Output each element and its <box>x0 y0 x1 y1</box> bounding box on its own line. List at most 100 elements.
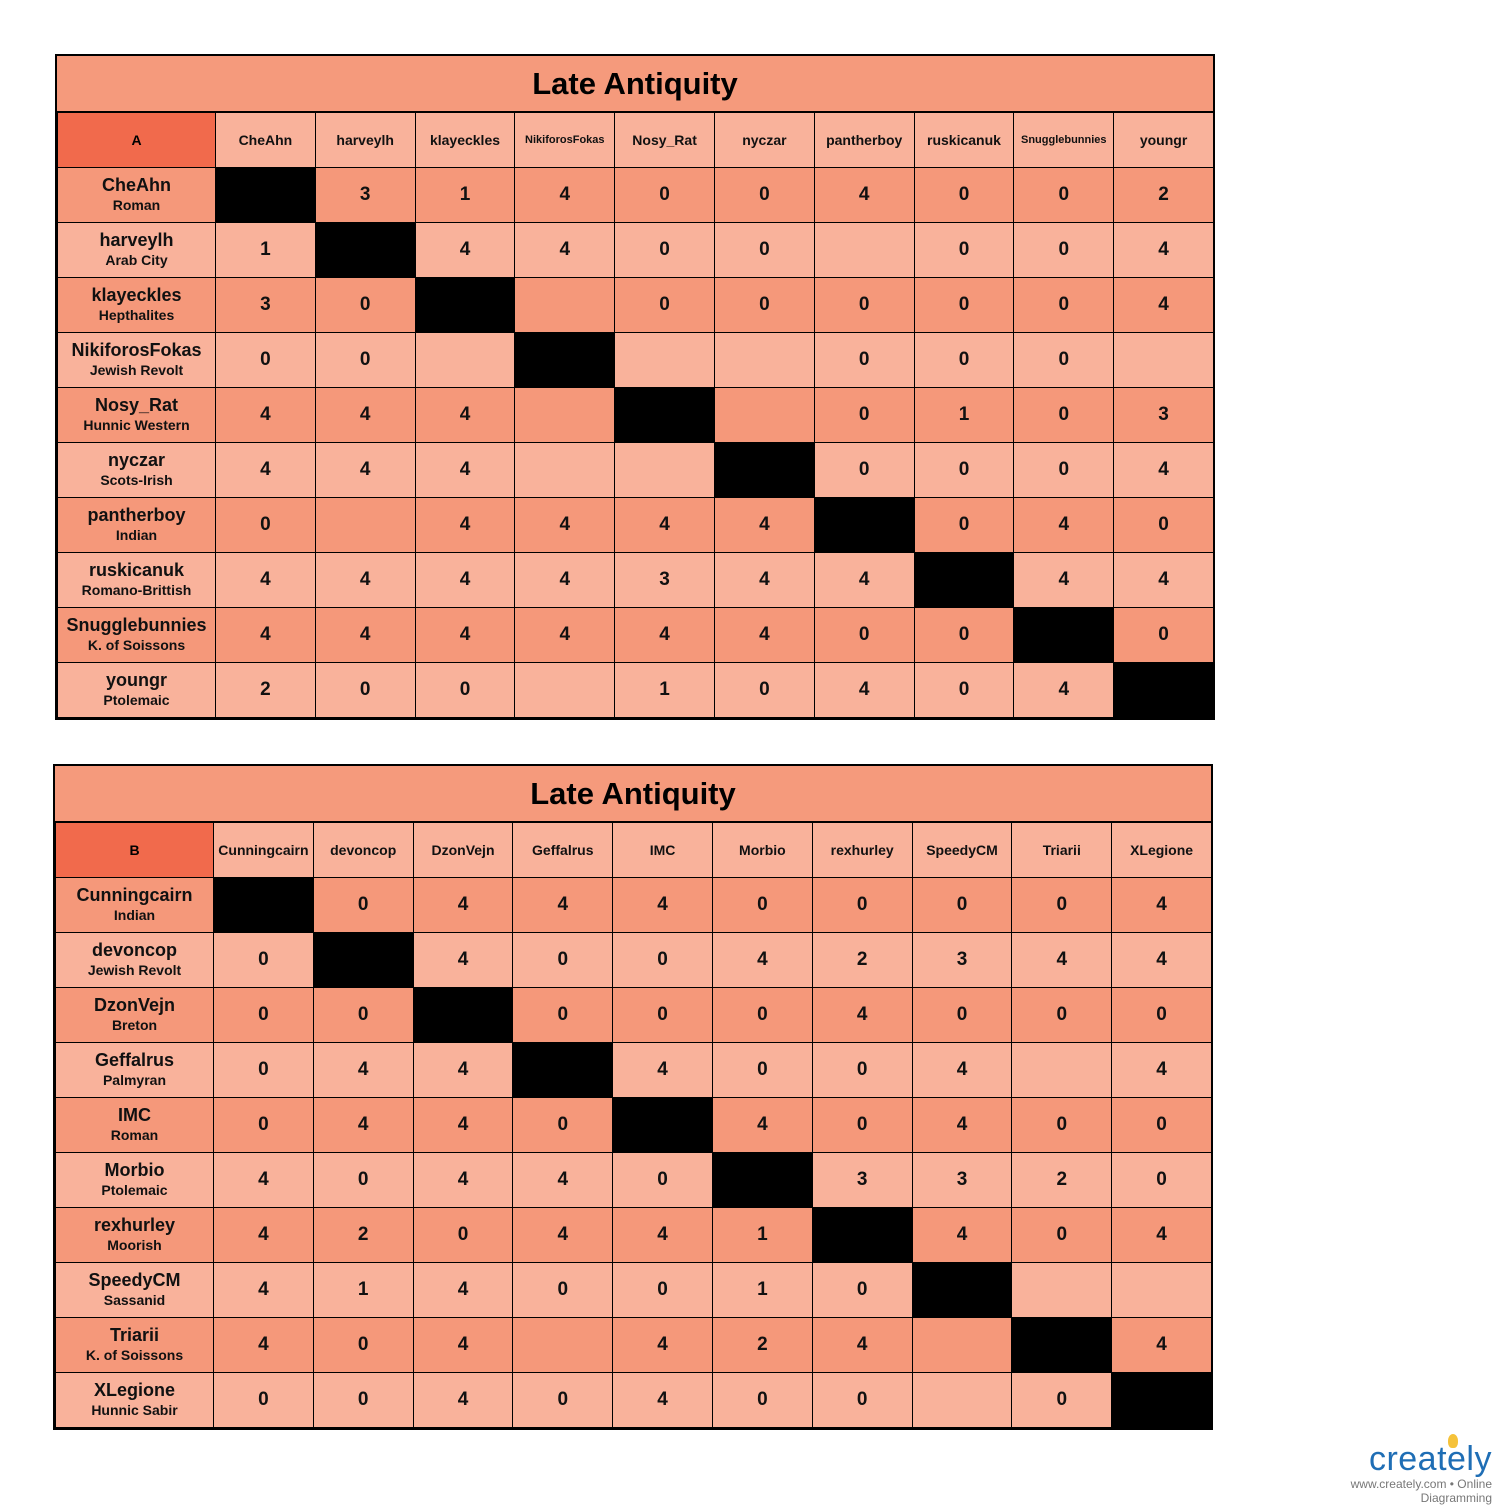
score-cell: 4 <box>813 167 915 223</box>
score-cell: 0 <box>512 932 614 988</box>
player-name: Morbio <box>104 1160 165 1181</box>
score-cell: 0 <box>811 877 913 933</box>
table-row: Cunningcairn Indian 0 4 4 4 0 0 0 0 4 <box>55 877 1212 933</box>
diagonal-cell <box>514 332 616 388</box>
score-cell: 0 <box>312 987 414 1043</box>
score-cell: 4 <box>1113 222 1214 278</box>
score-cell: 4 <box>512 877 614 933</box>
creately-logo: creately <box>1369 1434 1500 1479</box>
row-player: youngr Ptolemaic <box>57 662 216 718</box>
player-civ: Indian <box>115 527 158 544</box>
logo-tagline: www.creately.com • Online Diagramming <box>1350 1477 1492 1505</box>
score-cell: 0 <box>1011 987 1113 1043</box>
diagonal-cell <box>713 442 815 498</box>
table-row: rexhurley Moorish 4 2 0 4 4 1 4 0 4 <box>55 1207 1212 1263</box>
score-cell: 0 <box>213 1097 314 1153</box>
diagonal-cell <box>512 1042 614 1098</box>
score-cell <box>614 442 715 498</box>
score-cell: 4 <box>1113 552 1214 608</box>
diagonal-cell <box>215 167 316 223</box>
score-cell <box>1111 1262 1212 1318</box>
score-cell: 4 <box>813 552 915 608</box>
row-player: Morbio Ptolemaic <box>55 1152 214 1208</box>
score-cell: 4 <box>1111 932 1212 988</box>
score-cell <box>713 332 815 388</box>
player-civ: Palmyran <box>102 1072 167 1089</box>
score-cell: 4 <box>612 1372 713 1428</box>
score-cell <box>911 1317 1013 1373</box>
column-header: Geffalrus <box>512 822 614 878</box>
score-cell <box>911 1372 1013 1428</box>
column-header-row: A CheAhn harveylh klayeckles NikiforosFokas N… <box>57 112 1214 168</box>
player-civ: Moorish <box>107 1237 162 1254</box>
player-name: Snugglebunnies <box>66 615 207 636</box>
score-cell: 4 <box>213 1262 314 1318</box>
score-cell: 4 <box>1013 662 1115 718</box>
score-cell: 4 <box>711 932 813 988</box>
score-cell: 4 <box>412 1317 514 1373</box>
score-cell: 4 <box>1111 1042 1212 1098</box>
group-letter: A <box>57 112 216 168</box>
table-row: Morbio Ptolemaic 4 0 4 4 0 3 3 2 0 <box>55 1152 1212 1208</box>
diagonal-cell <box>414 277 516 333</box>
player-name: DzonVejn <box>93 995 175 1016</box>
player-name: Cunningcairn <box>76 885 193 906</box>
score-cell: 0 <box>614 222 715 278</box>
score-cell: 4 <box>215 552 316 608</box>
score-cell: 4 <box>514 552 616 608</box>
group-b-title: Late Antiquity <box>55 766 1211 822</box>
row-player: XLegione Hunnic Sabir <box>55 1372 214 1428</box>
score-cell: 0 <box>1113 497 1214 553</box>
score-cell: 0 <box>512 1262 614 1318</box>
score-cell: 4 <box>1111 1317 1212 1373</box>
score-cell: 4 <box>1011 932 1113 988</box>
score-cell: 4 <box>813 662 915 718</box>
player-civ: Roman <box>112 197 161 214</box>
row-player: NikiforosFokas Jewish Revolt <box>57 332 216 388</box>
score-cell: 4 <box>213 1317 314 1373</box>
score-cell <box>813 222 915 278</box>
score-cell: 4 <box>512 1207 614 1263</box>
row-player: Cunningcairn Indian <box>55 877 214 933</box>
diagonal-cell <box>612 1097 713 1153</box>
score-cell <box>514 277 616 333</box>
score-cell: 0 <box>614 277 715 333</box>
score-cell: 0 <box>1111 987 1212 1043</box>
score-cell: 0 <box>612 987 713 1043</box>
score-cell: 2 <box>215 662 316 718</box>
score-cell: 0 <box>512 1097 614 1153</box>
score-cell: 0 <box>1013 387 1115 443</box>
score-cell: 4 <box>1013 552 1115 608</box>
score-cell: 4 <box>312 1097 414 1153</box>
score-cell: 4 <box>414 387 516 443</box>
score-cell: 0 <box>713 277 815 333</box>
lightbulb-icon <box>1448 1434 1458 1448</box>
score-cell: 0 <box>312 1372 414 1428</box>
player-name: SpeedyCM <box>88 1270 181 1291</box>
score-cell: 0 <box>1013 442 1115 498</box>
score-cell: 0 <box>1011 1097 1113 1153</box>
score-cell <box>514 662 616 718</box>
score-cell: 1 <box>215 222 316 278</box>
row-player: Geffalrus Palmyran <box>55 1042 214 1098</box>
player-name: XLegione <box>93 1380 175 1401</box>
group-a-matrix: A CheAhn harveylh klayeckles NikiforosFokas N… <box>57 112 1214 718</box>
group-b-matrix: B Cunningcairn devoncop DzonVejn Geffalrus IM… <box>55 822 1212 1428</box>
score-cell: 0 <box>312 1317 414 1373</box>
table-row: Geffalrus Palmyran 0 4 4 4 0 0 4 4 <box>55 1042 1212 1098</box>
score-cell: 0 <box>913 332 1015 388</box>
score-cell: 0 <box>412 1207 514 1263</box>
table-row: IMC Roman 0 4 4 0 4 0 4 0 0 <box>55 1097 1212 1153</box>
column-header: harveylh <box>314 112 416 168</box>
player-name: nyczar <box>107 450 166 471</box>
score-cell: 4 <box>911 1042 1013 1098</box>
score-cell: 4 <box>514 607 616 663</box>
diagonal-cell <box>213 877 314 933</box>
score-cell: 0 <box>213 1042 314 1098</box>
column-header: pantherboy <box>813 112 915 168</box>
score-cell: 1 <box>414 167 516 223</box>
score-cell: 0 <box>811 1372 913 1428</box>
score-cell: 0 <box>1011 877 1113 933</box>
score-cell: 0 <box>713 222 815 278</box>
score-cell: 0 <box>711 1372 813 1428</box>
